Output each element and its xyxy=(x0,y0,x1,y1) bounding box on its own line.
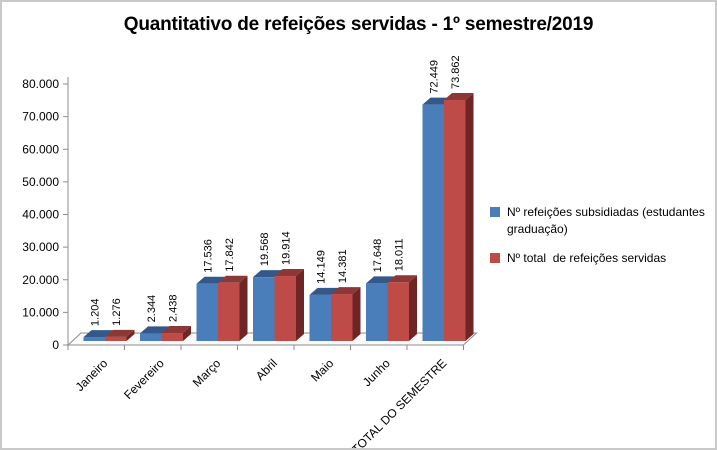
bar-side-total-6 xyxy=(465,93,474,341)
bar-top-total-5 xyxy=(387,275,417,283)
x-axis-label-0: Janeiro xyxy=(73,356,111,394)
bar-side-total-0 xyxy=(126,329,135,341)
bar-top-subsidiadas-1 xyxy=(140,326,170,334)
bar-top-subsidiadas-5 xyxy=(366,276,396,284)
bar-side-total-3 xyxy=(296,269,304,341)
legend-item-total: Nº total de refeições servidas xyxy=(490,250,714,267)
bar-front-subsidiadas-4 xyxy=(309,294,331,341)
bar-front-total-3 xyxy=(274,276,296,341)
bar-front-subsidiadas-5 xyxy=(366,283,388,341)
bar-value-label-total-5: 18.011 xyxy=(393,238,405,271)
x-axis-label-4: Maio xyxy=(308,356,337,385)
bar-top-total-2 xyxy=(218,275,248,283)
bar-front-total-4 xyxy=(331,294,353,341)
bar-top-subsidiadas-3 xyxy=(253,270,283,278)
bar-front-subsidiadas-0 xyxy=(83,337,105,341)
bar-value-label-total-0: 1.276 xyxy=(111,298,123,326)
bar-side-total-1 xyxy=(183,326,191,341)
x-axis-label-6: TOTAL DO SEMESTRE xyxy=(349,356,449,448)
bar-top-total-6 xyxy=(444,93,474,101)
bar-top-subsidiadas-0 xyxy=(83,330,113,338)
x-axis-label-1: Fevereiro xyxy=(121,356,167,402)
bar-front-subsidiadas-6 xyxy=(422,104,444,342)
bar-value-label-subsidiadas-2: 17.536 xyxy=(202,239,214,273)
bar-side-total-2 xyxy=(239,275,248,341)
y-axis-tick-label: 10.000 xyxy=(22,305,59,319)
bar-top-total-1 xyxy=(161,326,191,334)
bar-value-label-subsidiadas-3: 19.568 xyxy=(259,233,271,267)
y-axis-tick-label: 80.000 xyxy=(22,77,59,91)
bar-top-subsidiadas-4 xyxy=(309,287,339,295)
bar-front-subsidiadas-1 xyxy=(140,333,162,341)
bar-value-label-subsidiadas-4: 14.149 xyxy=(315,250,327,284)
legend: Nº refeições subsidiadas (estudantes gra… xyxy=(490,204,714,278)
bar-front-total-0 xyxy=(105,336,127,341)
legend-marker-red-square xyxy=(490,252,500,263)
bar-front-total-2 xyxy=(218,282,240,341)
y-axis-tick-label: 0 xyxy=(52,338,59,352)
bar-top-total-3 xyxy=(274,269,304,277)
bar-value-label-total-1: 2.438 xyxy=(167,295,179,323)
legend-marker-blue-square xyxy=(490,207,500,217)
chart-title: Quantitativo de refeições servidas - 1º … xyxy=(123,14,594,35)
y-axis-tick-label: 60.000 xyxy=(22,142,59,156)
bar-side-total-4 xyxy=(352,287,361,341)
x-axis-label-3: Abril xyxy=(253,356,280,383)
bar-top-total-0 xyxy=(105,329,135,337)
bar-value-label-total-6: 73.862 xyxy=(450,55,462,89)
bar-front-total-6 xyxy=(444,100,466,341)
y-axis-tick-label: 70.000 xyxy=(22,110,59,124)
bar-front-total-1 xyxy=(161,333,183,341)
bar-top-total-4 xyxy=(331,287,361,295)
y-axis-tick-label: 40.000 xyxy=(22,208,59,222)
bar-top-subsidiadas-2 xyxy=(196,276,226,284)
legend-label-total: Nº total de refeições servidas xyxy=(507,250,667,265)
legend-item-subsidiadas: Nº refeições subsidiadas (estudantes gra… xyxy=(490,204,714,239)
y-axis-tick-label: 20.000 xyxy=(22,273,59,287)
bar-value-label-subsidiadas-5: 17.648 xyxy=(372,239,384,273)
bar-front-total-5 xyxy=(387,282,409,341)
bar-value-label-subsidiadas-0: 1.204 xyxy=(89,299,101,327)
x-axis-label-5: Junho xyxy=(360,356,393,389)
bar-front-subsidiadas-2 xyxy=(196,283,218,341)
bar-side-total-5 xyxy=(409,275,417,341)
bar-value-label-subsidiadas-1: 2.344 xyxy=(146,295,158,323)
bar-value-label-total-3: 19.914 xyxy=(280,231,292,265)
legend-label-subsidiadas: Nº refeições subsidiadas (estudantes gra… xyxy=(507,205,709,237)
y-axis-tick-label: 50.000 xyxy=(22,175,59,189)
y-axis-tick-label: 30.000 xyxy=(22,240,59,254)
bar-value-label-total-2: 17.842 xyxy=(224,238,236,272)
bar-front-subsidiadas-3 xyxy=(253,277,275,341)
bar-value-label-subsidiadas-6: 72.449 xyxy=(428,60,440,94)
x-axis-label-2: Março xyxy=(190,356,224,390)
bar-value-label-total-4: 14.381 xyxy=(337,249,349,283)
